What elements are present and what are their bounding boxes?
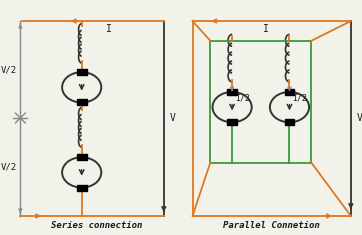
Text: I/2: I/2 xyxy=(235,94,250,103)
Text: I: I xyxy=(263,24,269,34)
Text: V: V xyxy=(357,114,362,123)
Bar xyxy=(285,89,294,95)
Text: I: I xyxy=(106,24,112,34)
Bar xyxy=(285,119,294,125)
Bar xyxy=(227,89,237,95)
Text: Parallel Connetion: Parallel Connetion xyxy=(223,221,320,230)
Bar xyxy=(77,69,87,75)
Bar xyxy=(77,184,87,191)
Text: V: V xyxy=(170,114,176,123)
Text: Series connection: Series connection xyxy=(51,221,143,230)
Bar xyxy=(77,154,87,160)
Text: V/2: V/2 xyxy=(0,162,17,172)
Text: V/2: V/2 xyxy=(0,65,17,74)
Text: I/2: I/2 xyxy=(292,94,307,103)
Bar xyxy=(77,99,87,106)
Bar xyxy=(227,119,237,125)
